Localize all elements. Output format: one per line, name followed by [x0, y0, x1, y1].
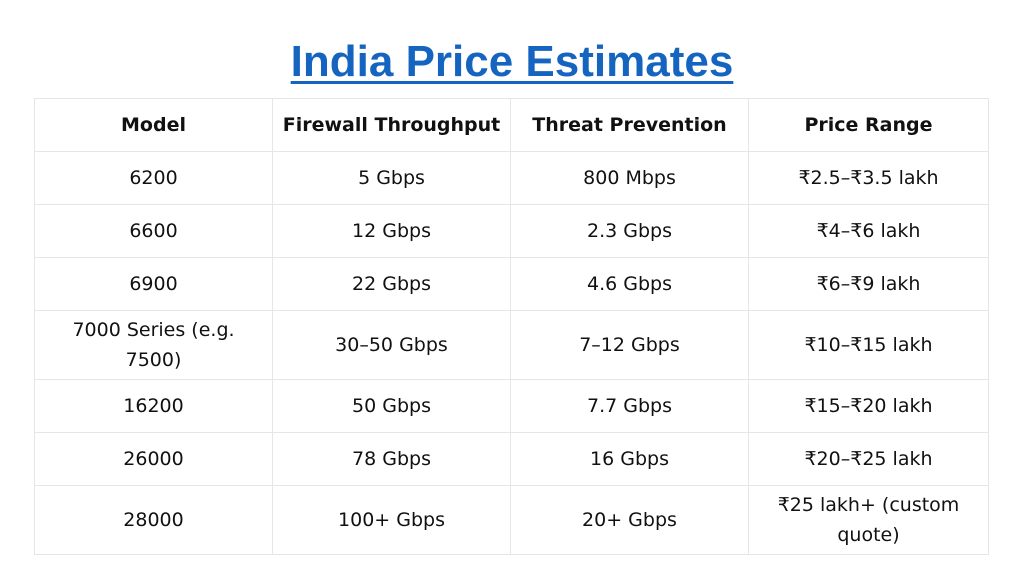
header-threat-prevention: Threat Prevention — [510, 98, 749, 152]
cell-model: 6600 — [34, 204, 273, 258]
table-row: 26000 78 Gbps 16 Gbps ₹20–₹25 lakh — [34, 432, 989, 486]
cell-firewall-throughput: 5 Gbps — [272, 151, 511, 205]
table-row: 7000 Series (e.g. 7500) 30–50 Gbps 7–12 … — [34, 310, 989, 380]
table-row: 28000 100+ Gbps 20+ Gbps ₹25 lakh+ (cust… — [34, 485, 989, 555]
cell-price-range: ₹20–₹25 lakh — [748, 432, 989, 486]
cell-threat-prevention: 16 Gbps — [510, 432, 749, 486]
page-title: India Price Estimates — [290, 37, 734, 86]
cell-price-range: ₹4–₹6 lakh — [748, 204, 989, 258]
cell-firewall-throughput: 78 Gbps — [272, 432, 511, 486]
cell-firewall-throughput: 30–50 Gbps — [272, 310, 511, 380]
cell-firewall-throughput: 22 Gbps — [272, 257, 511, 311]
cell-model: 26000 — [34, 432, 273, 486]
header-firewall-throughput: Firewall Throughput — [272, 98, 511, 152]
table-row: 6900 22 Gbps 4.6 Gbps ₹6–₹9 lakh — [34, 257, 989, 311]
cell-threat-prevention: 4.6 Gbps — [510, 257, 749, 311]
cell-price-range: ₹25 lakh+ (custom quote) — [748, 485, 989, 555]
cell-threat-prevention: 20+ Gbps — [510, 485, 749, 555]
cell-firewall-throughput: 100+ Gbps — [272, 485, 511, 555]
table-row: 6600 12 Gbps 2.3 Gbps ₹4–₹6 lakh — [34, 204, 989, 258]
cell-model: 6200 — [34, 151, 273, 205]
cell-price-range: ₹10–₹15 lakh — [748, 310, 989, 380]
table-row: 6200 5 Gbps 800 Mbps ₹2.5–₹3.5 lakh — [34, 151, 989, 205]
cell-price-range: ₹15–₹20 lakh — [748, 379, 989, 433]
cell-model: 16200 — [34, 379, 273, 433]
cell-threat-prevention: 800 Mbps — [510, 151, 749, 205]
cell-model: 7000 Series (e.g. 7500) — [34, 310, 273, 380]
cell-firewall-throughput: 12 Gbps — [272, 204, 511, 258]
table-row: 16200 50 Gbps 7.7 Gbps ₹15–₹20 lakh — [34, 379, 989, 433]
cell-firewall-throughput: 50 Gbps — [272, 379, 511, 433]
cell-threat-prevention: 7–12 Gbps — [510, 310, 749, 380]
header-model: Model — [34, 98, 273, 152]
table-header-row: Model Firewall Throughput Threat Prevent… — [34, 98, 989, 152]
cell-threat-prevention: 7.7 Gbps — [510, 379, 749, 433]
cell-price-range: ₹2.5–₹3.5 lakh — [748, 151, 989, 205]
cell-price-range: ₹6–₹9 lakh — [748, 257, 989, 311]
header-price-range: Price Range — [748, 98, 989, 152]
cell-threat-prevention: 2.3 Gbps — [510, 204, 749, 258]
price-table: Model Firewall Throughput Threat Prevent… — [34, 98, 989, 555]
cell-model: 6900 — [34, 257, 273, 311]
cell-model: 28000 — [34, 485, 273, 555]
